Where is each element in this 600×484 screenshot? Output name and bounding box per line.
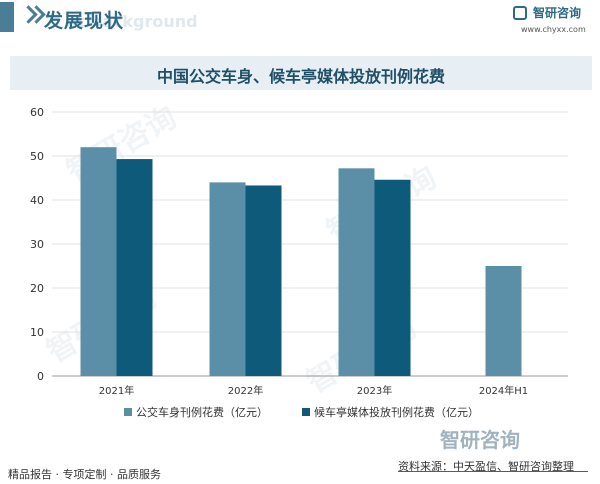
legend-label: 公交车身刊例花费（亿元） xyxy=(136,405,268,419)
bar-bus-shelter xyxy=(116,159,153,376)
bar-bus-shelter xyxy=(374,179,411,376)
bar-bus-body xyxy=(485,266,522,376)
legend-swatch xyxy=(302,408,310,416)
chart-title-band: 中国公交车身、候车亭媒体投放刊例花费 xyxy=(10,56,592,90)
bar-bus-body xyxy=(338,168,375,376)
section-title: 发展现状 xyxy=(44,10,125,32)
brand-name: 智研咨询 xyxy=(533,6,582,20)
footer-divider xyxy=(398,471,588,472)
data-source: 资料来源：中天盈信、智研咨询整理 xyxy=(398,460,574,473)
header-accent-bar xyxy=(0,2,14,32)
y-tick-label: 20 xyxy=(30,282,44,295)
header-ghost-text: nt background xyxy=(66,12,198,31)
y-tick-label: 50 xyxy=(30,150,44,163)
section-header: nt background 发展现状 智研咨询 www.chyxx.com xyxy=(0,0,600,40)
bar-bus-body xyxy=(209,182,246,376)
legend-swatch xyxy=(124,408,132,416)
x-tick-label: 2023年 xyxy=(357,384,392,397)
y-tick-label: 30 xyxy=(30,238,44,251)
x-tick-label: 2024年H1 xyxy=(479,384,528,397)
y-tick-label: 60 xyxy=(30,106,44,119)
legend-label: 候车亭媒体投放刊例花费（亿元） xyxy=(314,405,479,419)
footer-tagline: 精品报告 · 专项定制 · 品质服务 xyxy=(8,468,161,481)
x-tick-label: 2021年 xyxy=(99,384,134,397)
x-tick-label: 2022年 xyxy=(228,384,263,397)
chart-title: 中国公交车身、候车亭媒体投放刊例花费 xyxy=(156,67,445,86)
bar-chart: 0 10 20 30 40 50 60 2021年 2022年 2023年 2024年H1 公交车身刊… xyxy=(30,106,568,419)
y-tick-label: 0 xyxy=(37,370,44,383)
y-tick-label: 40 xyxy=(30,194,44,207)
zhiyan-logo-icon xyxy=(513,6,527,20)
brand: 智研咨询 www.chyxx.com xyxy=(513,4,597,40)
brand-url: www.chyxx.com xyxy=(521,25,586,34)
bar-bus-shelter xyxy=(245,185,282,376)
y-tick-label: 10 xyxy=(30,326,44,339)
bar-bus-body xyxy=(80,147,117,376)
watermark-bottom: 智研咨询 xyxy=(440,428,520,452)
